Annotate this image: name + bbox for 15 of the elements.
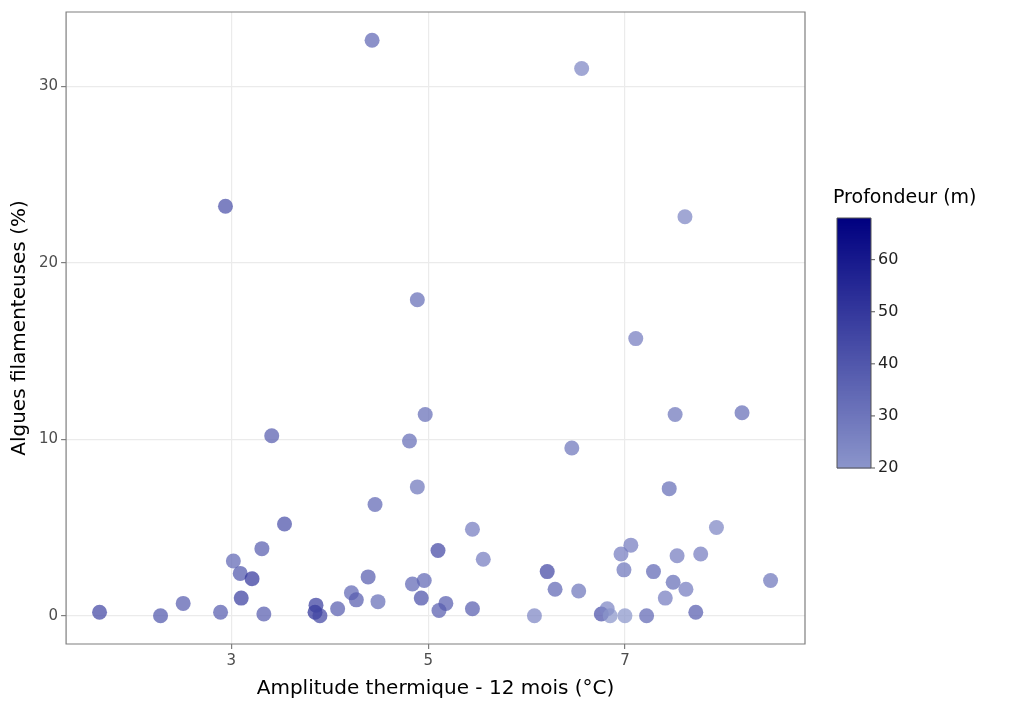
color-bar-label: 30 bbox=[878, 405, 899, 425]
color-bar-title: Profondeur (m) bbox=[833, 185, 977, 207]
x-axis-title: Amplitude thermique - 12 mois (°C) bbox=[256, 675, 615, 700]
y-tick-label: 20 bbox=[38, 252, 59, 271]
y-tick-label: 10 bbox=[38, 429, 59, 448]
color-bar-label: 20 bbox=[878, 457, 899, 477]
color-bar-label: 40 bbox=[878, 352, 899, 372]
y-tick-label: 30 bbox=[38, 76, 59, 95]
y-tick-label: 0 bbox=[48, 605, 59, 624]
x-tick-label: 7 bbox=[620, 650, 630, 669]
color-bar-label: 50 bbox=[878, 300, 899, 320]
y-axis-title: Algues filamenteuses (%) bbox=[6, 200, 31, 456]
color-bar-label: 60 bbox=[878, 248, 899, 268]
x-tick-label: 5 bbox=[423, 650, 433, 669]
x-tick-label: 3 bbox=[226, 650, 237, 669]
